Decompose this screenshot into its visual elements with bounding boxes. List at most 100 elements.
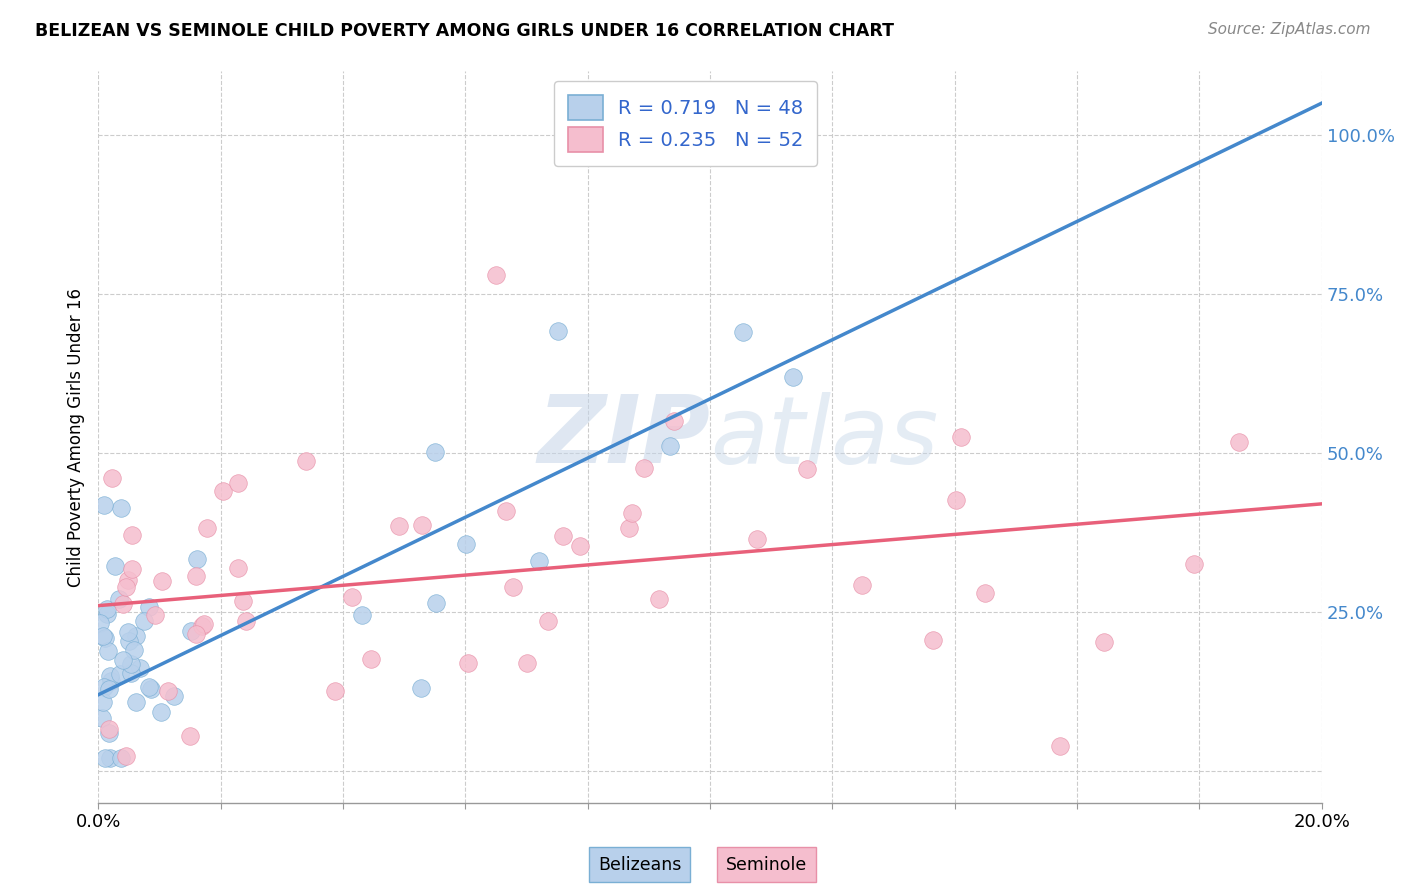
Point <box>120 666 142 681</box>
Point <box>360 652 382 666</box>
Point <box>97 644 120 658</box>
Point <box>122 643 145 657</box>
Point <box>121 528 143 542</box>
Point <box>950 430 973 444</box>
Point <box>659 439 682 453</box>
Point <box>98 751 121 765</box>
Point <box>124 695 146 709</box>
Point <box>502 580 524 594</box>
Text: Seminole: Seminole <box>725 855 807 873</box>
Point <box>1227 435 1250 450</box>
Point <box>425 596 447 610</box>
Point <box>851 578 873 592</box>
Point <box>551 529 574 543</box>
Point <box>98 726 121 740</box>
Point <box>235 615 257 629</box>
Point <box>423 445 446 459</box>
Point <box>117 624 139 639</box>
Point <box>98 722 121 736</box>
Point <box>782 369 804 384</box>
Text: BELIZEAN VS SEMINOLE CHILD POVERTY AMONG GIRLS UNDER 16 CORRELATION CHART: BELIZEAN VS SEMINOLE CHILD POVERTY AMONG… <box>35 22 894 40</box>
Point <box>104 559 127 574</box>
Point <box>93 681 115 695</box>
Point <box>633 460 655 475</box>
Point <box>323 684 346 698</box>
Point <box>143 608 166 623</box>
Point <box>454 537 477 551</box>
Text: ZIP: ZIP <box>537 391 710 483</box>
Text: Source: ZipAtlas.com: Source: ZipAtlas.com <box>1208 22 1371 37</box>
Point <box>111 653 134 667</box>
Point <box>179 729 201 743</box>
Legend: R = 0.719   N = 48, R = 0.235   N = 52: R = 0.719 N = 48, R = 0.235 N = 52 <box>554 81 817 166</box>
Point <box>495 504 517 518</box>
Point <box>138 599 160 614</box>
Point <box>191 619 214 633</box>
Point <box>91 630 114 644</box>
Point <box>108 591 131 606</box>
Point <box>93 695 115 709</box>
Point <box>115 749 138 764</box>
Point <box>134 614 156 628</box>
Point <box>195 521 218 535</box>
Point <box>125 629 148 643</box>
Point <box>180 624 202 638</box>
Point <box>94 631 117 645</box>
Point <box>121 562 143 576</box>
Point <box>294 454 316 468</box>
Point <box>547 324 569 338</box>
Point <box>93 498 115 512</box>
Point <box>110 751 132 765</box>
Point <box>796 462 818 476</box>
Point <box>96 607 118 621</box>
Point <box>184 568 207 582</box>
Point <box>340 591 363 605</box>
Point <box>409 681 432 695</box>
Point <box>91 711 114 725</box>
Point <box>411 518 433 533</box>
Text: atlas: atlas <box>710 392 938 483</box>
Point <box>117 574 139 588</box>
Point <box>94 751 117 765</box>
Point <box>156 683 179 698</box>
Point <box>648 591 671 606</box>
Point <box>129 661 152 675</box>
Point <box>98 682 121 697</box>
Point <box>457 657 479 671</box>
Point <box>150 574 173 588</box>
Point <box>98 668 121 682</box>
Point <box>731 325 754 339</box>
Point <box>621 506 644 520</box>
Point <box>211 483 233 498</box>
Point <box>100 673 122 688</box>
Point <box>1049 739 1071 753</box>
Point <box>114 580 136 594</box>
Point <box>662 414 685 428</box>
Y-axis label: Child Poverty Among Girls Under 16: Child Poverty Among Girls Under 16 <box>66 287 84 587</box>
Point <box>110 500 132 515</box>
Point <box>617 520 640 534</box>
Point <box>186 551 208 566</box>
Point <box>96 601 118 615</box>
Point <box>139 682 162 697</box>
Point <box>89 615 111 630</box>
Point <box>921 632 943 647</box>
Point <box>112 597 135 611</box>
Point <box>1092 635 1115 649</box>
Point <box>228 561 250 575</box>
Point <box>745 533 768 547</box>
Point <box>527 553 550 567</box>
Point <box>484 268 506 282</box>
Point <box>108 667 131 681</box>
Point <box>569 539 592 553</box>
Point <box>120 657 142 671</box>
Point <box>516 656 538 670</box>
Point <box>163 689 186 703</box>
Point <box>232 594 254 608</box>
Point <box>537 614 560 628</box>
Point <box>226 476 249 491</box>
Point <box>1182 557 1205 571</box>
Point <box>117 633 139 648</box>
Point <box>973 586 995 600</box>
Point <box>193 617 215 632</box>
